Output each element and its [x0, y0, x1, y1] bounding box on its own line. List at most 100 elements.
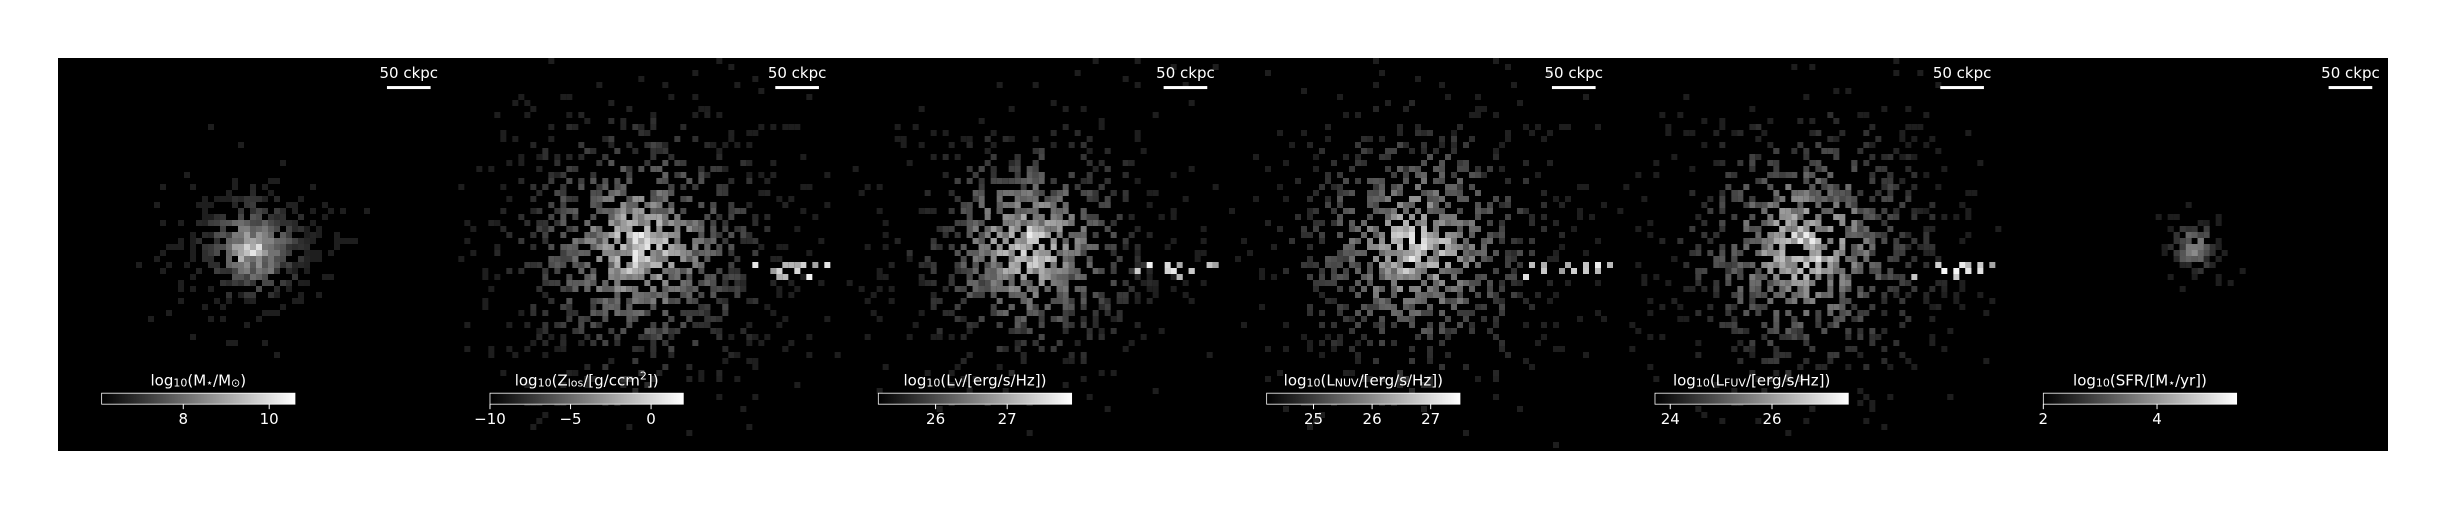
- pixel: [662, 196, 669, 202]
- pixel: [1134, 178, 1141, 184]
- pixel: [1785, 334, 1792, 340]
- pixel: [1553, 346, 1559, 352]
- pixel: [1887, 226, 1894, 232]
- scale-bar-label: 50 ckpc: [379, 64, 438, 82]
- pixel: [1797, 202, 1804, 208]
- pixel: [596, 190, 603, 196]
- pixel: [608, 220, 615, 226]
- pixel: [1140, 280, 1147, 286]
- pixel: [226, 268, 232, 274]
- pixel: [1827, 274, 1834, 280]
- pixel: [614, 304, 621, 310]
- pixel: [1833, 352, 1840, 358]
- pixel: [1451, 136, 1457, 142]
- pixel: [876, 274, 883, 280]
- pixel: [1146, 268, 1153, 274]
- pixel: [1421, 244, 1427, 250]
- pixel: [960, 262, 967, 268]
- pixel: [1008, 280, 1015, 286]
- pixel: [1481, 208, 1487, 214]
- pixel: [1038, 310, 1045, 316]
- pixel: [298, 292, 304, 298]
- pixel: [608, 298, 615, 304]
- pixel: [2173, 250, 2180, 256]
- pixel: [1779, 232, 1786, 238]
- pixel: [978, 232, 985, 238]
- pixel: [1008, 292, 1015, 298]
- pixel: [1409, 274, 1415, 280]
- pixel: [1086, 220, 1093, 226]
- pixel: [1259, 304, 1265, 310]
- pixel: [1887, 364, 1894, 370]
- pixel: [1887, 172, 1894, 178]
- pixel: [704, 214, 711, 220]
- pixel: [250, 190, 256, 196]
- pixel: [1002, 202, 1009, 208]
- pixel: [1361, 334, 1367, 340]
- pixel: [578, 280, 585, 286]
- pixel: [728, 268, 735, 274]
- pixel: [764, 226, 771, 232]
- pixel: [1367, 226, 1373, 232]
- pixel: [494, 112, 501, 118]
- pixel: [1887, 184, 1894, 190]
- pixel: [1038, 244, 1045, 250]
- pixel: [542, 154, 549, 160]
- pixel: [274, 268, 280, 274]
- pixel: [1839, 274, 1846, 280]
- pixel: [322, 202, 328, 208]
- pixel: [1409, 244, 1415, 250]
- pixel: [566, 250, 573, 256]
- pixel: [1815, 310, 1822, 316]
- pixel: [1463, 250, 1469, 256]
- pixel: [716, 394, 723, 400]
- pixel: [602, 286, 609, 292]
- pixel: [2191, 250, 2198, 256]
- pixel: [232, 184, 238, 190]
- pixel: [1373, 58, 1379, 64]
- pixel: [1749, 226, 1756, 232]
- pixel: [530, 424, 537, 430]
- pixel: [1319, 148, 1325, 154]
- pixel: [990, 250, 997, 256]
- pixel: [1098, 160, 1105, 166]
- pixel: [752, 238, 759, 244]
- pixel: [1935, 256, 1942, 262]
- pixel: [1026, 262, 1033, 268]
- pixel: [1827, 358, 1834, 364]
- pixel: [1893, 292, 1900, 298]
- pixel: [1881, 196, 1888, 202]
- pixel: [1409, 358, 1415, 364]
- pixel: [662, 190, 669, 196]
- pixel: [1038, 232, 1045, 238]
- pixel: [1134, 130, 1141, 136]
- pixel: [1505, 130, 1511, 136]
- pixel: [1445, 214, 1451, 220]
- pixel: [722, 238, 729, 244]
- pixel: [1032, 286, 1039, 292]
- pixel: [1038, 226, 1045, 232]
- pixel: [1797, 286, 1804, 292]
- pixel: [608, 142, 615, 148]
- pixel: [656, 256, 663, 262]
- pixel: [1635, 226, 1642, 232]
- pixel: [1851, 268, 1858, 274]
- pixel: [656, 190, 663, 196]
- pixel: [722, 286, 729, 292]
- pixel: [1893, 340, 1900, 346]
- pixel: [1086, 148, 1093, 154]
- pixel: [716, 250, 723, 256]
- pixel: [316, 292, 322, 298]
- pixel: [1283, 268, 1289, 274]
- pixel: [214, 298, 220, 304]
- pixel: [638, 244, 645, 250]
- pixel: [668, 298, 675, 304]
- pixel: [1505, 274, 1511, 280]
- pixel: [274, 262, 280, 268]
- pixel: [632, 256, 639, 262]
- pixel: [1433, 238, 1439, 244]
- pixel: [1857, 400, 1864, 406]
- pixel: [1695, 340, 1702, 346]
- pixel: [1068, 256, 1075, 262]
- pixel: [590, 340, 597, 346]
